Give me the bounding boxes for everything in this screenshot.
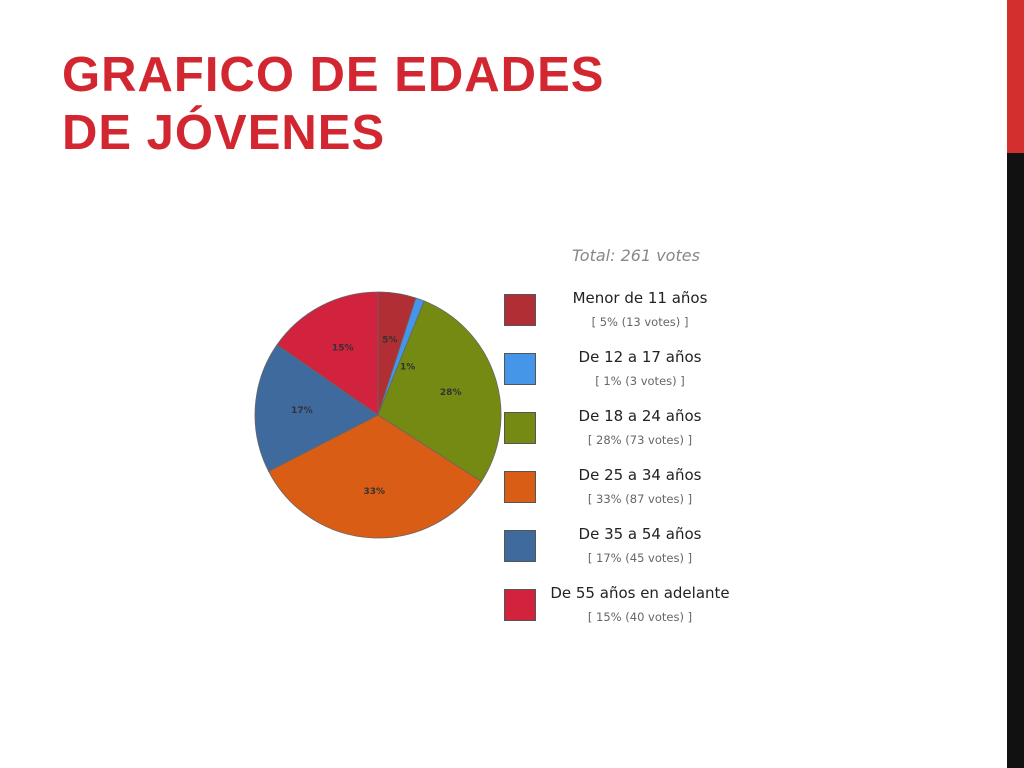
pie-slice-label: 5% — [382, 336, 397, 346]
chart-legend: Menor de 11 años [ 5% (13 votes) ] De 12… — [504, 286, 764, 640]
legend-item: De 18 a 24 años [ 28% (73 votes) ] — [504, 404, 764, 463]
legend-swatch — [504, 530, 536, 562]
legend-item: De 12 a 17 años [ 1% (3 votes) ] — [504, 345, 764, 404]
legend-swatch — [504, 294, 536, 326]
total-votes-label: Total: 261 votes — [572, 246, 700, 265]
pie-slice — [276, 291, 379, 416]
legend-item: Menor de 11 años [ 5% (13 votes) ] — [504, 286, 764, 345]
pie-slice — [268, 414, 482, 539]
legend-label: De 55 años en adelante — [550, 584, 730, 602]
legend-detail: [ 1% (3 votes) ] — [595, 374, 685, 388]
legend-swatch — [504, 471, 536, 503]
pie-slice — [377, 300, 502, 483]
accent-bar-bottom — [1007, 153, 1024, 768]
legend-item: De 55 años en adelante [ 15% (40 votes) … — [504, 581, 764, 640]
slide-title-line-2: DE JÓVENES — [62, 106, 386, 160]
pie-slice-label: 33% — [364, 487, 386, 497]
legend-item: De 35 a 54 años [ 17% (45 votes) ] — [504, 522, 764, 581]
pie-labels: 5% 1% 28% 33% 17% 15% — [291, 336, 461, 498]
pie-slices — [254, 291, 502, 539]
legend-item: De 25 a 34 años [ 33% (87 votes) ] — [504, 463, 764, 522]
legend-swatch — [504, 589, 536, 621]
legend-swatch — [504, 353, 536, 385]
legend-label: De 35 a 54 años — [578, 525, 702, 543]
legend-detail: [ 15% (40 votes) ] — [587, 610, 693, 624]
legend-detail: [ 17% (45 votes) ] — [587, 551, 693, 565]
legend-label: Menor de 11 años — [572, 289, 708, 307]
slide-title: GRAFICO DE EDADES DE JÓVENES — [62, 46, 604, 162]
legend-label: De 25 a 34 años — [578, 466, 702, 484]
pie-slice — [254, 344, 379, 472]
pie-slice-label: 28% — [440, 388, 462, 398]
legend-swatch — [504, 412, 536, 444]
legend-label: De 12 a 17 años — [578, 348, 702, 366]
accent-bar-top — [1007, 0, 1024, 153]
legend-label: De 18 a 24 años — [578, 407, 702, 425]
legend-detail: [ 5% (13 votes) ] — [591, 315, 689, 329]
pie-slice-label: 17% — [291, 406, 313, 416]
legend-detail: [ 33% (87 votes) ] — [587, 492, 693, 506]
slide-title-line-1: GRAFICO DE EDADES — [62, 48, 605, 102]
legend-detail: [ 28% (73 votes) ] — [587, 433, 693, 447]
pie-slice-label: 15% — [332, 343, 354, 353]
pie-slice-label: 1% — [400, 363, 415, 373]
